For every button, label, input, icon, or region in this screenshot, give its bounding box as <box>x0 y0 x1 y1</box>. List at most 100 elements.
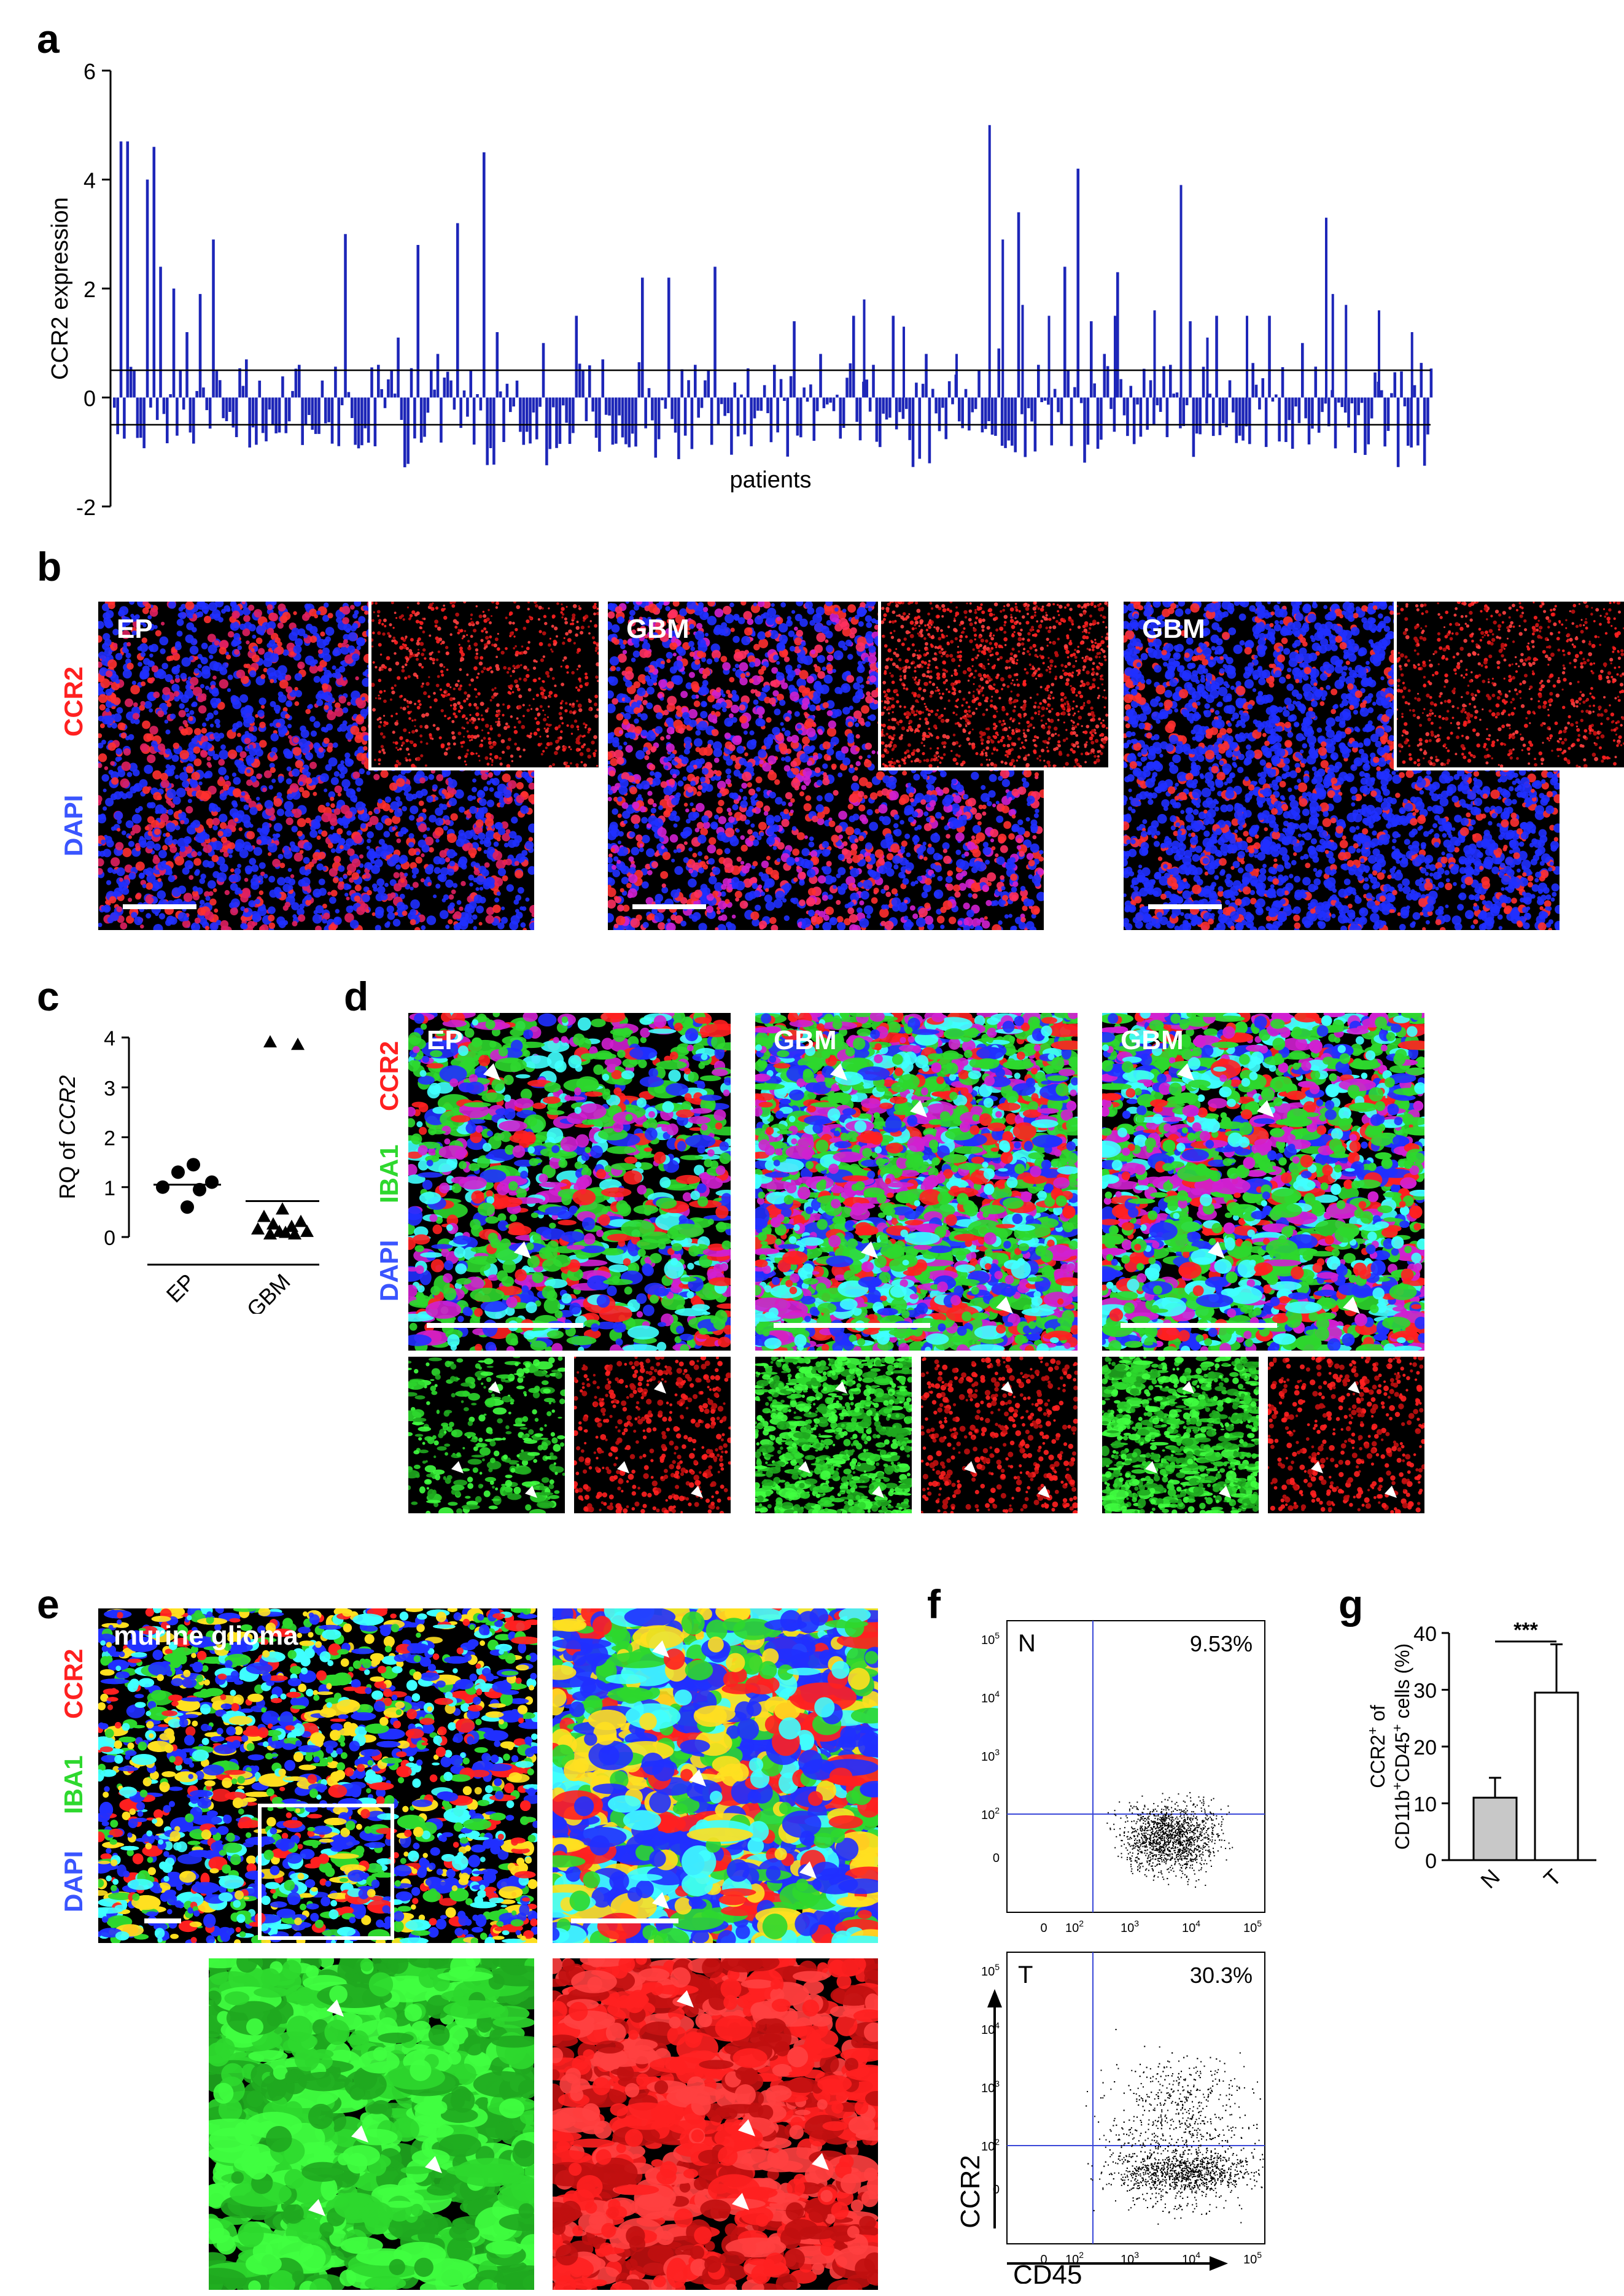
patient-bar <box>1030 397 1033 422</box>
cell <box>559 702 563 705</box>
cell <box>173 796 181 805</box>
cell <box>218 732 225 739</box>
cell <box>644 755 650 761</box>
cell <box>478 754 480 758</box>
cell <box>371 683 375 687</box>
cell <box>191 772 200 781</box>
cell <box>230 621 240 631</box>
cell <box>402 805 408 812</box>
patient-bar <box>720 397 723 405</box>
cell <box>318 878 325 885</box>
cell <box>556 602 559 605</box>
cell <box>991 846 996 851</box>
cell <box>383 689 386 692</box>
cell <box>570 748 572 751</box>
cell <box>185 713 190 718</box>
cell <box>456 900 462 905</box>
cell <box>182 719 188 725</box>
cell <box>219 848 223 853</box>
cell <box>286 686 293 693</box>
cell <box>378 716 382 720</box>
cell <box>836 916 844 923</box>
cell <box>310 730 317 737</box>
cell <box>305 899 312 906</box>
cell <box>325 802 330 807</box>
cell <box>543 615 547 618</box>
cell <box>396 838 402 844</box>
cell <box>190 685 195 690</box>
patient-bar <box>1331 293 1334 398</box>
patient-bar <box>1297 397 1301 424</box>
cell <box>188 656 193 661</box>
cell <box>555 635 558 638</box>
patient-bar <box>515 380 519 398</box>
cell <box>168 875 176 882</box>
cell <box>744 819 750 825</box>
cell <box>613 727 624 737</box>
cell <box>510 715 513 718</box>
cell <box>628 856 634 862</box>
cell <box>576 668 579 670</box>
cell <box>517 886 524 894</box>
cell <box>484 723 489 728</box>
patient-bar <box>1162 366 1165 398</box>
cell <box>146 913 152 919</box>
patient-bar <box>397 337 400 398</box>
patient-bar <box>915 382 918 398</box>
cell <box>463 602 467 603</box>
patient-bar <box>1407 397 1410 446</box>
cell <box>584 726 587 729</box>
patient-bar <box>1357 397 1360 416</box>
cell <box>394 912 398 916</box>
cell <box>126 662 134 670</box>
patient-bar <box>281 376 284 398</box>
cell <box>200 874 206 880</box>
cell <box>540 753 543 756</box>
patient-bar <box>1143 368 1146 398</box>
patient-bar <box>789 376 793 398</box>
cell <box>580 630 584 635</box>
cell <box>977 821 982 826</box>
patient-bar <box>116 397 119 435</box>
cell <box>416 770 425 780</box>
cell <box>451 735 456 740</box>
cell <box>565 632 569 636</box>
cell <box>305 623 313 631</box>
cell <box>421 665 424 669</box>
cell <box>176 788 186 797</box>
cell <box>405 739 409 743</box>
cell <box>200 750 207 756</box>
cell <box>492 850 502 861</box>
cell <box>188 716 193 721</box>
cell <box>1003 821 1012 829</box>
cell <box>106 880 112 885</box>
cell <box>278 853 284 859</box>
cell <box>554 684 557 688</box>
cell <box>309 664 319 674</box>
cell <box>366 845 370 850</box>
cell <box>688 672 696 678</box>
cell <box>495 602 499 605</box>
cell <box>847 604 857 613</box>
cell <box>409 651 413 656</box>
cell <box>235 839 245 849</box>
patient-bar <box>423 397 426 437</box>
cell <box>414 926 421 930</box>
cell <box>425 876 430 881</box>
cell <box>333 770 340 777</box>
patient-bar <box>1149 380 1152 398</box>
cell <box>266 627 274 635</box>
cell <box>321 812 331 823</box>
cell <box>578 664 581 668</box>
cell <box>348 632 358 642</box>
cell <box>182 867 190 875</box>
cell <box>137 646 142 651</box>
cell <box>244 705 252 713</box>
cell <box>415 657 419 661</box>
patient-bar <box>387 379 390 398</box>
patient-bar <box>410 368 413 398</box>
patient-bar <box>585 397 588 422</box>
cell <box>515 665 519 669</box>
cell <box>133 783 143 792</box>
cell <box>98 694 107 704</box>
